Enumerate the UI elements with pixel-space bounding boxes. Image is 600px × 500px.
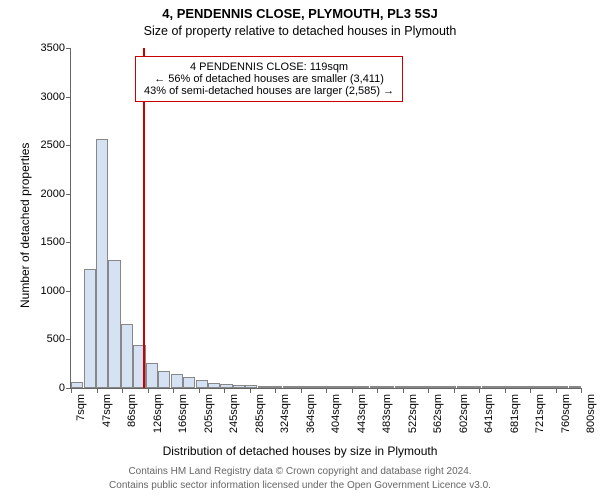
x-tick-mark (428, 388, 429, 393)
histogram-bar (146, 363, 158, 388)
histogram-bar (531, 386, 543, 388)
x-tick-mark (581, 388, 582, 393)
x-tick-mark (352, 388, 353, 393)
x-tick-mark (505, 388, 506, 393)
histogram-bar (220, 384, 232, 388)
histogram-bar (357, 386, 369, 388)
x-tick-mark (377, 388, 378, 393)
histogram-bar (544, 386, 556, 388)
histogram-bar (407, 386, 419, 388)
x-tick-label: 760sqm (560, 394, 572, 433)
histogram-bar (382, 386, 394, 388)
histogram-bar (270, 386, 282, 388)
x-tick-mark (224, 388, 225, 393)
callout-line: ← 56% of detached houses are smaller (3,… (144, 73, 394, 85)
histogram-bar (432, 386, 444, 388)
x-tick-label: 86sqm (126, 394, 138, 427)
histogram-bar (569, 386, 581, 388)
x-tick-label: 800sqm (585, 394, 597, 433)
footer-line-1: Contains HM Land Registry data © Crown c… (0, 466, 600, 477)
histogram-bar (196, 380, 208, 388)
histogram-bar (108, 260, 120, 388)
y-axis-label: Number of detached properties (18, 143, 32, 308)
y-tick-mark (66, 48, 71, 49)
histogram-bar (457, 386, 469, 388)
x-tick-mark (530, 388, 531, 393)
x-tick-mark (301, 388, 302, 393)
x-tick-label: 404sqm (330, 394, 342, 433)
x-tick-label: 641sqm (483, 394, 495, 433)
x-tick-mark (199, 388, 200, 393)
x-tick-label: 681sqm (509, 394, 521, 433)
histogram-bar (370, 386, 382, 388)
footer-line-2: Contains public sector information licen… (0, 480, 600, 491)
x-tick-mark (326, 388, 327, 393)
x-tick-label: 522sqm (407, 394, 419, 433)
x-tick-label: 483sqm (381, 394, 393, 433)
y-tick-mark (66, 97, 71, 98)
x-tick-mark (71, 388, 72, 393)
x-tick-mark (173, 388, 174, 393)
chart-plot-area: 05001000150020002500300035007sqm47sqm86s… (70, 48, 581, 389)
histogram-bar (283, 386, 295, 388)
histogram-bar (332, 386, 344, 388)
histogram-bar (482, 386, 494, 388)
y-tick-mark (66, 194, 71, 195)
x-tick-label: 324sqm (279, 394, 291, 433)
page-subtitle: Size of property relative to detached ho… (0, 24, 600, 38)
histogram-bar (506, 386, 518, 388)
histogram-bar (96, 139, 108, 388)
histogram-bar (171, 374, 183, 388)
histogram-bar (245, 385, 257, 388)
x-tick-mark (403, 388, 404, 393)
histogram-bar (84, 269, 96, 388)
x-tick-mark (275, 388, 276, 393)
callout-box: 4 PENDENNIS CLOSE: 119sqm← 56% of detach… (135, 56, 403, 102)
y-tick-mark (66, 291, 71, 292)
histogram-bar (395, 386, 407, 388)
x-tick-label: 205sqm (203, 394, 215, 433)
x-tick-label: 285sqm (254, 394, 266, 433)
x-tick-mark (122, 388, 123, 393)
histogram-bar (183, 377, 195, 388)
histogram-bar (158, 371, 170, 388)
callout-line: 4 PENDENNIS CLOSE: 119sqm (144, 61, 394, 73)
x-tick-mark (454, 388, 455, 393)
x-tick-label: 166sqm (177, 394, 189, 433)
histogram-bar (71, 382, 83, 388)
x-tick-label: 443sqm (356, 394, 368, 433)
x-tick-mark (479, 388, 480, 393)
x-tick-label: 47sqm (101, 394, 113, 427)
x-tick-label: 126sqm (152, 394, 164, 433)
histogram-bar (556, 386, 568, 388)
callout-line: 43% of semi-detached houses are larger (… (144, 85, 394, 97)
x-tick-label: 364sqm (305, 394, 317, 433)
x-tick-mark (148, 388, 149, 393)
histogram-bar (258, 386, 270, 388)
y-tick-mark (66, 339, 71, 340)
page-title: 4, PENDENNIS CLOSE, PLYMOUTH, PL3 5SJ (0, 6, 600, 21)
histogram-bar (444, 386, 456, 388)
x-tick-mark (97, 388, 98, 393)
x-tick-mark (556, 388, 557, 393)
x-axis-label: Distribution of detached houses by size … (0, 444, 600, 458)
x-tick-label: 562sqm (432, 394, 444, 433)
histogram-bar (208, 383, 220, 388)
histogram-bar (121, 324, 133, 388)
x-tick-label: 602sqm (458, 394, 470, 433)
histogram-bar (233, 385, 245, 388)
x-tick-mark (250, 388, 251, 393)
histogram-bar (307, 386, 319, 388)
y-tick-mark (66, 145, 71, 146)
y-tick-mark (66, 242, 71, 243)
x-tick-label: 245sqm (228, 394, 240, 433)
x-tick-label: 7sqm (75, 394, 87, 421)
x-tick-label: 721sqm (534, 394, 546, 433)
histogram-bar (419, 386, 431, 388)
